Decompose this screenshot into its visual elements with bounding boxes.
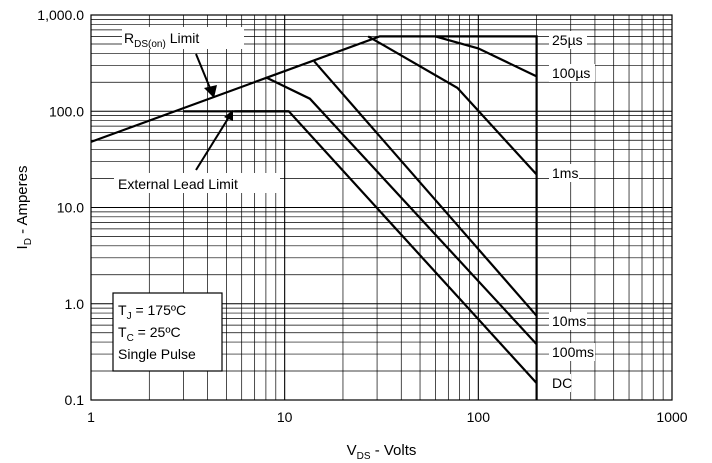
tick-labels: 1 10 100 1000 0.1 1.0 10.0 100.0 1,000.0: [37, 7, 687, 425]
rds-on-pointer-arrowhead: [204, 85, 217, 98]
series-label-100µs: 100µs: [552, 65, 590, 81]
axis-titles: VDS - Volts ID - Amperes: [14, 166, 416, 462]
series-label-bg: [549, 312, 587, 330]
condition-line: Single Pulse: [118, 346, 196, 362]
annotations: RDS(on) Limit External Lead Limit TJ = 175…: [112, 27, 280, 372]
series-label-bg: [549, 374, 571, 392]
x-tick-label: 1000: [656, 409, 687, 425]
curves: [90, 35, 538, 400]
series-label-DC: DC: [552, 375, 572, 391]
y-tick-label: 0.1: [65, 392, 85, 408]
external-lead-limit-label: External Lead Limit: [118, 176, 238, 192]
series-label-bg: [549, 164, 579, 182]
external-pointer-arrowhead: [224, 110, 233, 121]
series-line-1ms: [367, 35, 538, 176]
x-axis-title: VDS - Volts: [347, 442, 417, 462]
series-label-bg: [549, 64, 595, 82]
x-tick-label: 1: [87, 409, 95, 425]
series-label-10ms: 10ms: [552, 313, 586, 329]
rds-on-pointer-line: [195, 53, 213, 94]
y-tick-label: 100.0: [49, 103, 84, 119]
rds-on-limit-label: RDS(on) Limit: [124, 30, 199, 50]
y-axis-title: ID - Amperes: [14, 166, 34, 250]
condition-line: TC = 25ºC: [118, 324, 181, 344]
series-label-bg: [549, 343, 595, 361]
y-tick-label: 1.0: [65, 296, 85, 312]
plot-frame: [90, 14, 673, 401]
x-tick-label: 100: [467, 409, 491, 425]
y-tick-label: 1,000.0: [37, 7, 84, 23]
x-tick-label: 10: [277, 409, 293, 425]
series-label-bg: [549, 31, 587, 49]
external-label-bg: [114, 173, 280, 193]
series-line-100µs: [435, 35, 538, 78]
series-label-100ms: 100ms: [552, 344, 594, 360]
condition-line: TJ = 175ºC: [118, 302, 186, 322]
series-line-100ms: [265, 76, 538, 345]
conditions-box: [112, 292, 223, 372]
y-tick-label: 10.0: [57, 200, 84, 216]
rds-on-label-bg: [122, 27, 244, 49]
external-pointer-line: [195, 116, 230, 171]
series-line-25µs: [90, 35, 538, 400]
series-labels: 25µs 100µs 1ms 10ms 100ms DC: [549, 31, 595, 392]
series-label-25µs: 25µs: [552, 32, 583, 48]
grid: [91, 15, 672, 400]
series-line-10ms: [313, 60, 538, 317]
series-label-1ms: 1ms: [552, 165, 578, 181]
